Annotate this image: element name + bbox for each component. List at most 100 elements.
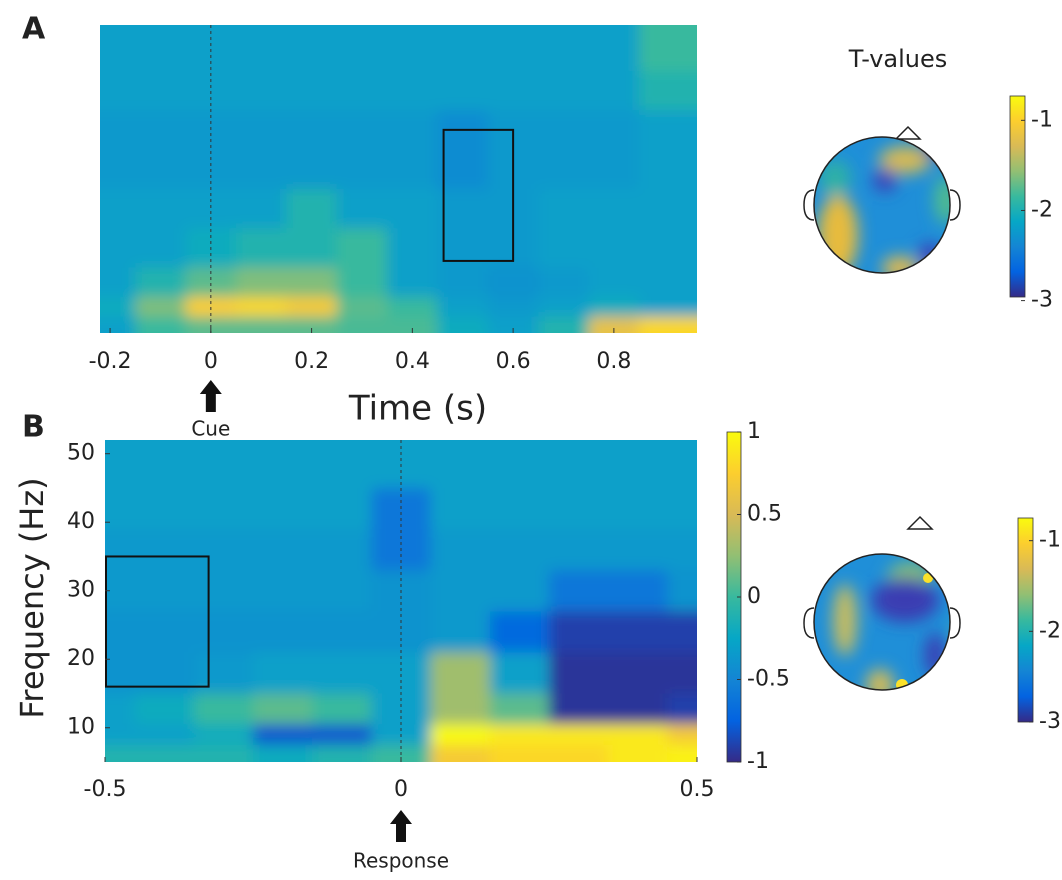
heatmap-cell xyxy=(588,296,640,318)
heatmap-cell xyxy=(135,188,187,229)
heatmap-cell xyxy=(387,25,439,72)
heatmap-cell xyxy=(135,149,187,190)
heatmap-cell xyxy=(135,70,187,111)
x-tick-label: -0.2 xyxy=(89,349,132,374)
heatmap-cell xyxy=(286,296,338,318)
colorbar-tick-label: 1 xyxy=(747,419,761,444)
heatmap-cell xyxy=(387,110,439,151)
heatmap-cell xyxy=(437,25,489,72)
heatmap-cell xyxy=(336,110,388,151)
heatmap-cell xyxy=(387,228,439,268)
roi-box xyxy=(105,555,210,688)
x-tick-label: 0 xyxy=(204,349,218,374)
heatmap-cell xyxy=(336,149,388,190)
heatmap-cell xyxy=(538,149,590,190)
heatmap-cell xyxy=(588,228,640,268)
heatmap-cell xyxy=(286,267,338,298)
colorbar-tick-label: -3 xyxy=(1039,709,1061,734)
heatmap-cell xyxy=(336,267,388,298)
y-tick-label: 50 xyxy=(67,441,95,466)
heatmap-cell xyxy=(286,25,338,72)
x-tick-label: 0.8 xyxy=(596,349,631,374)
heatmap-cell xyxy=(336,316,388,333)
heatmap-cell xyxy=(608,693,668,725)
heatmap-cell xyxy=(312,744,372,762)
heatmap-cell xyxy=(105,487,136,530)
heatmap-cell xyxy=(667,744,697,762)
heatmap-cell xyxy=(100,267,136,298)
heatmap-cell xyxy=(549,487,609,530)
heatmap-cell xyxy=(105,529,136,571)
heatmap-cell xyxy=(336,188,388,229)
heatmap-cell xyxy=(608,529,668,571)
heatmap-cell xyxy=(135,228,187,268)
heatmap-cell xyxy=(193,487,254,530)
heatmap-cell xyxy=(549,693,609,725)
heatmap-cell xyxy=(193,652,254,694)
heatmap-cell xyxy=(105,724,136,746)
heatmap-cell xyxy=(193,611,254,653)
heatmap-cell xyxy=(588,316,640,333)
colorbar-tick-label: -1 xyxy=(747,749,769,774)
heatmap-cell xyxy=(538,110,590,151)
heatmap-cell xyxy=(100,149,136,190)
y-tick-label: 20 xyxy=(67,646,95,671)
heatmap-cell xyxy=(387,70,439,111)
heatmap-cell xyxy=(134,693,195,725)
heatmap-cell xyxy=(312,529,372,571)
heatmap-cell xyxy=(487,25,539,72)
x-tick-label: -0.5 xyxy=(84,777,127,802)
heatmap-cell xyxy=(236,228,287,268)
heatmap-cell xyxy=(134,724,195,746)
heatmap-cell xyxy=(253,652,313,694)
heatmap-cell xyxy=(100,110,136,151)
heatmap-cell xyxy=(608,724,668,746)
topo-title: T-values xyxy=(848,45,948,73)
heatmap-cell xyxy=(538,296,590,318)
heatmap-cell xyxy=(387,316,439,333)
colorbar-tick-label: -3 xyxy=(1031,288,1053,313)
heatmap-cell xyxy=(430,529,491,571)
heatmap-cell xyxy=(588,267,640,298)
heatmap-cell xyxy=(430,487,491,530)
x-tick-label: 0.6 xyxy=(496,349,531,374)
heatmap-cell xyxy=(336,296,388,318)
heatmap-cell xyxy=(489,529,550,571)
event-arrow xyxy=(199,380,222,412)
heatmap-cell xyxy=(105,744,136,762)
heatmap-cell xyxy=(667,611,697,653)
heatmap-cell xyxy=(639,316,697,333)
heatmap-cell xyxy=(639,228,697,268)
heatmap-cell xyxy=(667,440,697,489)
heatmap-cell xyxy=(312,652,372,694)
heatmap-cell xyxy=(549,440,609,489)
heatmap-cell xyxy=(387,149,439,190)
heatmap-cell xyxy=(185,316,237,333)
topoplot xyxy=(803,515,961,691)
heatmap-cell xyxy=(487,296,539,318)
x-axis-label: Time (s) xyxy=(348,389,487,429)
heatmap-cell xyxy=(312,611,372,653)
heatmap-cell xyxy=(489,693,550,725)
x-tick-label: 0.4 xyxy=(395,349,430,374)
colorbar-tick-label: 0 xyxy=(747,584,761,609)
heatmap-cell xyxy=(134,570,195,612)
heatmap-cell xyxy=(667,487,697,530)
roi-box xyxy=(442,128,515,262)
event-label: Response xyxy=(353,849,449,873)
heatmap-cell xyxy=(639,70,697,111)
heatmap-cell xyxy=(549,724,609,746)
topoplot xyxy=(803,125,961,274)
heatmap-cell xyxy=(549,652,609,694)
heatmap-cell xyxy=(667,693,697,725)
heatmap-cell xyxy=(538,70,590,111)
heatmap-cell xyxy=(134,487,195,530)
heatmap-cell xyxy=(608,611,668,653)
heatmap-cell xyxy=(286,110,338,151)
heatmap-cell xyxy=(549,529,609,571)
heatmap-cell xyxy=(437,267,489,298)
x-tick-label: 0.2 xyxy=(294,349,329,374)
heatmap-cell xyxy=(430,652,491,694)
colorbar-tick-label: -1 xyxy=(1031,107,1053,132)
